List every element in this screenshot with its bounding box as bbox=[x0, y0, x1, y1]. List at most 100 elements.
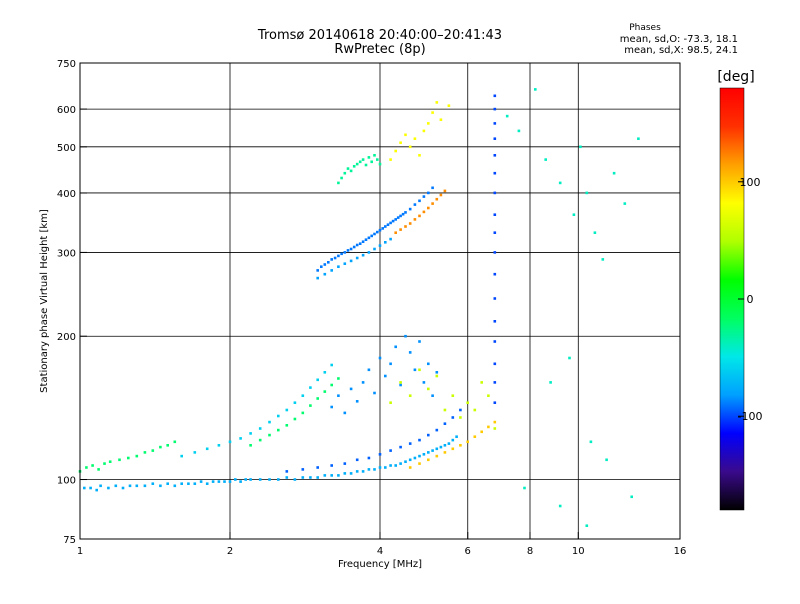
data-point bbox=[239, 437, 242, 440]
data-point bbox=[585, 524, 589, 527]
data-point bbox=[637, 137, 640, 140]
data-point bbox=[493, 320, 497, 323]
data-point bbox=[121, 486, 125, 490]
data-point bbox=[601, 258, 605, 261]
data-point bbox=[404, 133, 407, 137]
x-tick-label: 6 bbox=[465, 546, 471, 557]
data-point bbox=[118, 458, 121, 462]
data-point bbox=[431, 111, 434, 114]
data-point bbox=[399, 381, 402, 384]
data-point bbox=[143, 451, 147, 454]
data-point bbox=[589, 440, 593, 444]
data-point bbox=[285, 470, 289, 473]
data-point bbox=[389, 449, 392, 452]
axis-ticks: 1 2 4 6 8 10 16 75 100 200 300 400 500 600 750 bbox=[57, 59, 686, 557]
data-point bbox=[558, 504, 562, 508]
chart-title: Tromsø 20140618 20:40:00–20:41:43 bbox=[257, 28, 502, 43]
data-point bbox=[205, 447, 209, 451]
colorbar-label: [deg] bbox=[717, 69, 754, 85]
data-point bbox=[349, 472, 353, 475]
data-point bbox=[340, 176, 343, 180]
data-point bbox=[327, 261, 330, 264]
data-point bbox=[373, 154, 376, 157]
data-point bbox=[249, 432, 252, 435]
data-point bbox=[384, 466, 387, 469]
data-point bbox=[320, 265, 323, 268]
data-point bbox=[505, 114, 509, 118]
data-point bbox=[309, 476, 312, 479]
data-point bbox=[435, 428, 439, 432]
data-point bbox=[418, 454, 421, 458]
data-point bbox=[85, 466, 88, 469]
data-point bbox=[258, 427, 262, 430]
data-point bbox=[435, 371, 439, 374]
data-point bbox=[422, 195, 426, 198]
data-point bbox=[293, 401, 297, 404]
data-point bbox=[396, 216, 400, 219]
data-point bbox=[408, 222, 412, 225]
data-point bbox=[466, 401, 469, 404]
data-point bbox=[337, 254, 340, 258]
data-point bbox=[431, 186, 434, 190]
data-point bbox=[343, 251, 347, 254]
data-point bbox=[404, 225, 407, 228]
data-point bbox=[309, 404, 312, 407]
data-point bbox=[386, 223, 390, 226]
data-point bbox=[493, 427, 497, 430]
data-point bbox=[330, 258, 333, 261]
data-point bbox=[349, 169, 353, 173]
data-point bbox=[337, 181, 340, 185]
data-point bbox=[108, 460, 112, 463]
data-point bbox=[455, 435, 458, 438]
colorbar-tick-label: 100 bbox=[740, 176, 761, 189]
data-point bbox=[223, 480, 226, 483]
data-point bbox=[493, 122, 497, 125]
data-point bbox=[493, 251, 497, 254]
data-point bbox=[355, 400, 359, 403]
data-point bbox=[435, 454, 439, 458]
data-point bbox=[337, 265, 340, 268]
data-point bbox=[367, 236, 371, 240]
data-point bbox=[228, 480, 232, 483]
data-point bbox=[408, 442, 412, 445]
data-point bbox=[493, 191, 497, 195]
data-point bbox=[355, 470, 359, 473]
data-point bbox=[373, 468, 376, 471]
data-point bbox=[228, 440, 232, 444]
data-point bbox=[435, 101, 439, 104]
data-point bbox=[459, 408, 462, 412]
data-point bbox=[404, 334, 407, 338]
y-tick-label: 400 bbox=[57, 189, 76, 200]
x-tick-label: 2 bbox=[227, 546, 233, 557]
data-point bbox=[373, 247, 376, 251]
data-point bbox=[413, 137, 417, 140]
data-point bbox=[443, 451, 447, 454]
data-point bbox=[605, 458, 608, 462]
data-point bbox=[399, 141, 402, 144]
data-point bbox=[427, 451, 430, 454]
data-point bbox=[258, 478, 262, 481]
y-axis-label: Stationary phase Virtual Height [km] bbox=[39, 209, 50, 393]
data-point bbox=[493, 362, 497, 366]
data-point bbox=[408, 207, 412, 211]
data-point bbox=[330, 383, 333, 387]
data-point bbox=[427, 122, 430, 125]
data-point bbox=[316, 269, 319, 272]
data-point bbox=[277, 414, 280, 418]
colorbar-tick-label: -100 bbox=[738, 410, 763, 423]
data-point bbox=[427, 458, 430, 462]
data-point bbox=[361, 470, 365, 473]
data-point bbox=[431, 202, 434, 205]
data-point bbox=[277, 428, 280, 432]
data-point bbox=[361, 158, 365, 161]
data-point bbox=[127, 456, 130, 460]
data-point bbox=[431, 394, 434, 397]
data-point bbox=[394, 231, 397, 234]
data-point bbox=[316, 466, 319, 469]
data-point bbox=[364, 238, 368, 241]
data-point bbox=[343, 462, 347, 465]
data-point bbox=[473, 435, 477, 438]
data-point bbox=[443, 408, 447, 412]
data-point bbox=[370, 234, 373, 238]
data-point bbox=[91, 464, 94, 467]
